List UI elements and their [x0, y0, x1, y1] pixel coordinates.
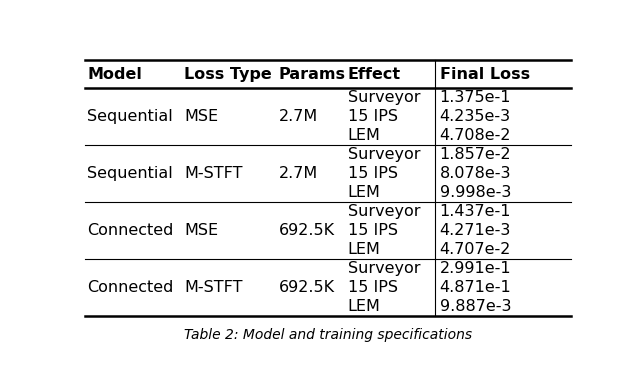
Text: LEM: LEM [348, 185, 381, 200]
Text: Table 2: Model and training specifications: Table 2: Model and training specificatio… [184, 328, 472, 342]
Text: Model: Model [88, 67, 142, 82]
Text: 4.235e-3: 4.235e-3 [440, 109, 511, 124]
Text: Surveyor: Surveyor [348, 261, 420, 276]
Text: 1.375e-1: 1.375e-1 [440, 90, 511, 105]
Text: 15 IPS: 15 IPS [348, 109, 398, 124]
Text: Sequential: Sequential [88, 109, 173, 124]
Text: 4.871e-1: 4.871e-1 [440, 280, 511, 295]
Text: Surveyor: Surveyor [348, 90, 420, 105]
Text: 8.078e-3: 8.078e-3 [440, 166, 511, 181]
Text: 15 IPS: 15 IPS [348, 166, 398, 181]
Text: LEM: LEM [348, 242, 381, 257]
Text: 2.991e-1: 2.991e-1 [440, 261, 511, 276]
Text: MSE: MSE [184, 223, 218, 238]
Text: LEM: LEM [348, 128, 381, 143]
Text: Params: Params [278, 67, 346, 82]
Text: Effect: Effect [348, 67, 401, 82]
Text: LEM: LEM [348, 299, 381, 314]
Text: Loss Type: Loss Type [184, 67, 272, 82]
Text: Surveyor: Surveyor [348, 147, 420, 162]
Text: 2.7M: 2.7M [278, 109, 317, 124]
Text: 4.707e-2: 4.707e-2 [440, 242, 511, 257]
Text: M-STFT: M-STFT [184, 166, 243, 181]
Text: 4.271e-3: 4.271e-3 [440, 223, 511, 238]
Text: 1.437e-1: 1.437e-1 [440, 204, 511, 219]
Text: Connected: Connected [88, 223, 174, 238]
Text: 2.7M: 2.7M [278, 166, 317, 181]
Text: 692.5K: 692.5K [278, 223, 335, 238]
Text: Connected: Connected [88, 280, 174, 295]
Text: MSE: MSE [184, 109, 218, 124]
Text: 9.998e-3: 9.998e-3 [440, 185, 511, 200]
Text: 9.887e-3: 9.887e-3 [440, 299, 511, 314]
Text: 4.708e-2: 4.708e-2 [440, 128, 511, 143]
Text: 15 IPS: 15 IPS [348, 280, 398, 295]
Text: Sequential: Sequential [88, 166, 173, 181]
Text: Surveyor: Surveyor [348, 204, 420, 219]
Text: 1.857e-2: 1.857e-2 [440, 147, 511, 162]
Text: Final Loss: Final Loss [440, 67, 530, 82]
Text: 692.5K: 692.5K [278, 280, 335, 295]
Text: M-STFT: M-STFT [184, 280, 243, 295]
Text: 15 IPS: 15 IPS [348, 223, 398, 238]
